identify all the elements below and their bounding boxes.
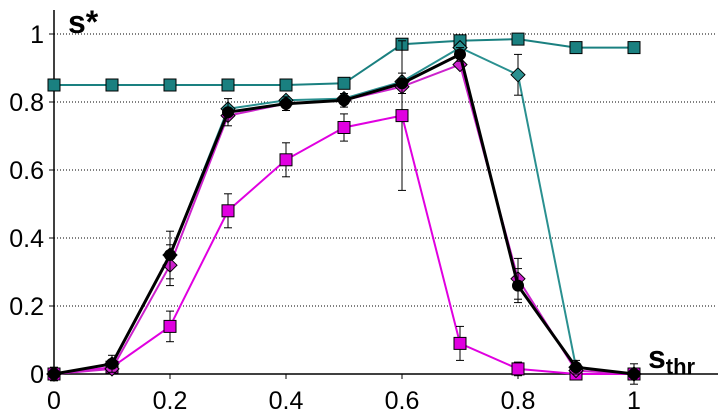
y-tick-label: 1 — [30, 21, 44, 49]
data-point-circle — [512, 279, 524, 292]
y-tick-label: 0.8 — [9, 89, 44, 117]
y-tick-label: 0.6 — [9, 157, 44, 185]
data-point-square — [453, 336, 467, 350]
data-point-square — [47, 78, 61, 92]
data-point-square — [395, 109, 409, 123]
gridlines — [54, 33, 716, 307]
y-tick-labels: 0 0.2 0.4 0.6 0.8 1 — [9, 21, 44, 389]
x-axis-title-subscript: thr — [666, 354, 696, 379]
x-tick-label: 0.8 — [501, 387, 536, 415]
data-point-circle — [396, 77, 408, 90]
data-point-square — [221, 78, 235, 92]
data-point-circle — [280, 97, 292, 110]
y-tick-label: 0.2 — [9, 293, 44, 321]
series-group — [46, 32, 642, 385]
data-point-square — [163, 319, 177, 333]
data-point-square — [511, 32, 525, 46]
data-point-circle — [106, 357, 118, 370]
data-point-square — [105, 78, 119, 92]
x-tick-labels: 0 0.2 0.4 0.6 0.8 1 — [47, 387, 641, 415]
data-point-circle — [338, 94, 350, 107]
data-point-square — [337, 121, 351, 134]
series-5 — [48, 47, 640, 385]
data-point-square — [337, 76, 351, 90]
y-tick-label: 0.4 — [9, 225, 44, 253]
series-line — [53, 114, 634, 375]
x-tick-label: 0.6 — [385, 387, 420, 415]
data-point-circle — [48, 368, 60, 380]
x-tick-label: 0.4 — [269, 387, 304, 415]
data-point-square — [627, 41, 641, 55]
data-point-circle — [222, 106, 234, 119]
data-point-circle — [164, 249, 176, 261]
series-1 — [47, 32, 641, 92]
data-point-square — [163, 78, 177, 92]
x-tick-label: 0.2 — [153, 387, 188, 415]
x-axis-title: sthr — [648, 339, 696, 379]
y-axis-title: s* — [68, 4, 99, 40]
data-point-circle — [454, 48, 466, 61]
x-axis-title-base: s — [648, 339, 666, 375]
data-point-square — [569, 41, 583, 55]
data-point-square — [511, 362, 525, 376]
axes — [49, 10, 718, 379]
data-point-square — [221, 204, 235, 218]
x-tick-label: 0 — [47, 387, 61, 415]
data-point-circle — [628, 368, 640, 380]
data-point-diamond — [510, 67, 526, 83]
data-point-circle — [570, 361, 582, 374]
y-tick-label: 0 — [30, 361, 44, 389]
data-point-square — [279, 153, 293, 167]
x-tick-label: 1 — [627, 387, 641, 415]
series-2 — [46, 39, 642, 382]
data-point-square — [279, 78, 293, 92]
